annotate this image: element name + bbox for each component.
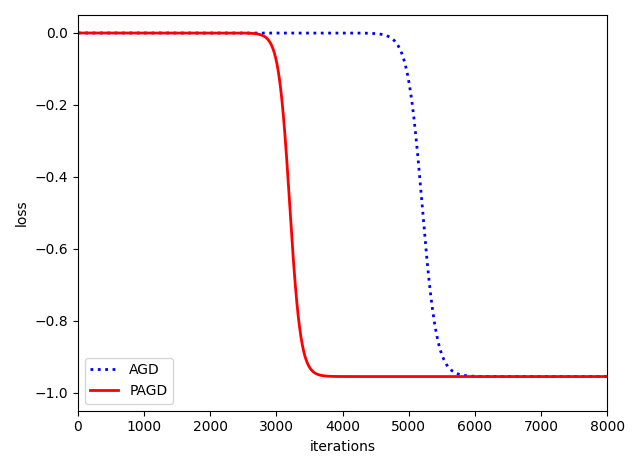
PAGD [531, 374, 538, 379]
PAGD [74, 30, 82, 36]
AGD [74, 30, 82, 36]
AGD [604, 374, 611, 379]
PAGD [488, 374, 496, 379]
AGD [531, 374, 538, 379]
Line: AGD: AGD [78, 33, 607, 377]
AGD [401, 61, 409, 66]
AGD [512, 374, 520, 379]
PAGD [391, 374, 399, 379]
PAGD [237, 30, 244, 36]
X-axis label: iterations: iterations [310, 440, 376, 454]
PAGD [474, 374, 482, 379]
Line: PAGD: PAGD [78, 33, 607, 377]
Y-axis label: loss: loss [15, 199, 29, 226]
AGD [474, 374, 482, 379]
PAGD [401, 374, 409, 379]
AGD [237, 30, 244, 36]
PAGD [604, 374, 611, 379]
AGD [391, 38, 399, 44]
PAGD [512, 374, 520, 379]
Legend: AGD, PAGD: AGD, PAGD [85, 358, 173, 404]
